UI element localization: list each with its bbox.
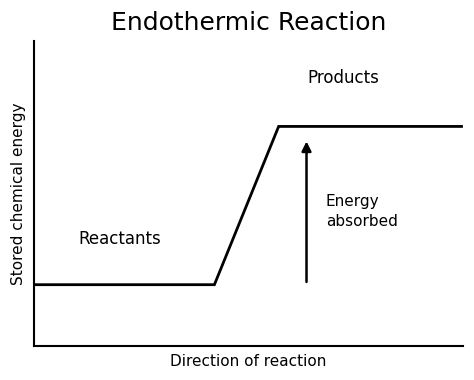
- Title: Endothermic Reaction: Endothermic Reaction: [111, 11, 386, 35]
- Text: Reactants: Reactants: [79, 230, 162, 248]
- Text: Energy
absorbed: Energy absorbed: [326, 194, 398, 229]
- Text: Products: Products: [307, 69, 379, 87]
- Y-axis label: Stored chemical energy: Stored chemical energy: [11, 102, 26, 285]
- X-axis label: Direction of reaction: Direction of reaction: [171, 354, 327, 369]
